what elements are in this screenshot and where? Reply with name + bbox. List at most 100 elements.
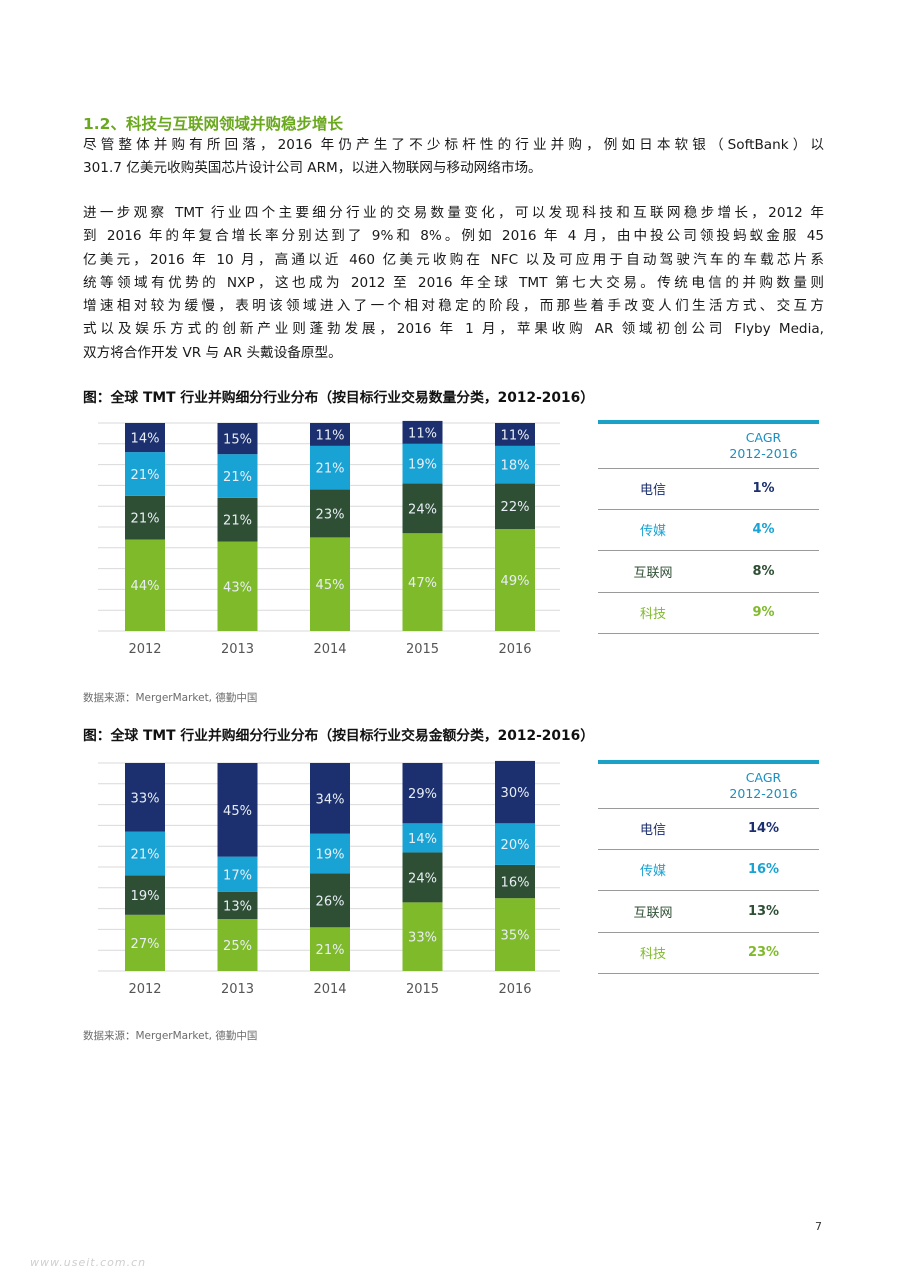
paragraph-line: 亿美元，2016 年 10 月，高通以近 460 亿美元收购在 NFC 以及可应… [83,251,824,268]
x-tick-label: 2012 [128,982,161,997]
x-tick-label: 2014 [313,982,346,997]
bar-segment-科技 [310,537,350,631]
data-label: 17% [223,868,252,883]
data-source-note: 数据来源：MergerMarket, 德勤中国 [83,692,258,704]
x-tick-label: 2013 [221,982,254,997]
data-label: 21% [131,847,160,862]
data-label: 45% [223,804,252,819]
cagr-segment-label: 互联网 [633,565,673,581]
figure-title: 图：全球 TMT 行业并购细分行业分布（按目标行业交易金额分类，2012-201… [83,728,594,744]
data-label: 15% [223,433,252,448]
bar-segment-互联网 [217,891,258,919]
bar-segment-电信 [310,423,350,446]
bar-segment-互联网 [125,495,165,540]
cagr-segment-label: 科技 [639,607,666,623]
table-top-rule [598,760,819,764]
paragraph-line: 式以及娱乐方式的创新产业则蓬勃发展，2016 年 1 月，苹果收购 AR 领域初… [83,321,824,338]
cagr-value: 23% [747,945,780,961]
deal-value-stacked-bar-chart: 27% 19% 21% 33% 2012 25% 13% 17% 45% 2013 21% 26% 19… [98,760,562,1006]
cagr-row: 电信 14% [598,808,819,850]
data-label: 29% [408,787,437,802]
data-label: 24% [408,502,437,517]
paragraph-line: 到 2016 年的年复合增长率分别达到了 9%和 8%。例如 2016 年 4 … [83,228,824,245]
cagr-header-line: 2012-2016 [729,786,798,801]
data-label: 18% [501,459,530,474]
bar-segment-电信 [125,763,165,832]
intro-paragraph: 尽管整体并购有所回落，2016 年仍产生了不少标杆性的行业并购，例如日本软银（S… [83,134,824,181]
cagr-row: 互联网 8% [598,551,819,593]
data-label: 21% [316,943,345,958]
data-label: 44% [131,579,160,594]
data-label: 20% [501,838,530,853]
paragraph-line: 增速相对较为缓慢，表明该领域进入了一个相对稳定的阶段，而那些着手改变人们生活方式… [83,298,824,315]
x-tick-label: 2014 [313,642,346,657]
section-title: 1.2、科技与互联网领域并购稳步增长 [83,115,343,133]
data-label: 35% [501,929,530,944]
x-tick-label: 2013 [221,642,254,657]
x-tick-label: 2015 [406,642,439,657]
chart-svg: 27% 19% 21% 33% 2012 25% 13% 17% 45% 2013 21% 26% 19… [98,760,560,997]
cagr-header: CAGR 2012-2016 [598,764,819,808]
data-label: 21% [131,512,160,527]
paragraph-line: 统等领域有优势的 NXP，这也成为 2012 至 2016 年全球 TMT 第七… [83,274,824,291]
data-label: 14% [131,432,160,447]
cagr-row: 互联网 13% [598,891,819,933]
bar-segment-电信 [495,760,535,824]
cagr-value: 4% [752,522,775,538]
data-label: 33% [408,931,437,946]
data-label: 19% [131,889,160,904]
cagr-row: 传媒 4% [598,510,819,551]
bar-segment-电信 [402,763,443,824]
bar-segment-电信 [217,763,258,857]
x-tick-label: 2016 [498,982,531,997]
cagr-table: CAGR 2012-2016 电信 14% 传媒 16% 互联网 13% 科技 23% [598,760,819,974]
bar-segment-互联网 [495,864,535,899]
data-label: 30% [501,786,530,801]
data-label: 19% [316,847,345,862]
bar-segment-科技 [310,927,350,971]
figure-title: 图：全球 TMT 行业并购细分行业分布（按目标行业交易数量分类，2012-201… [83,390,594,406]
bar-segment-科技 [217,919,258,971]
cagr-table: CAGR 2012-2016 电信 1% 传媒 4% 互联网 8% 科技 9% [598,420,819,634]
x-tick-label: 2012 [128,642,161,657]
cagr-header-label: CAGR 2012-2016 [708,430,819,462]
bar-segment-科技 [402,533,443,631]
cagr-value: 14% [747,821,780,837]
cagr-value: 1% [752,481,775,497]
bar-segment-科技 [495,529,535,631]
data-label: 11% [316,428,345,443]
bar-segment-传媒 [125,452,165,496]
data-label: 16% [501,876,530,891]
cagr-value: 9% [752,605,775,621]
analysis-paragraph: 进一步观察 TMT 行业四个主要细分行业的交易数量变化，可以发现科技和互联网稳步… [83,202,824,365]
bar-segment-传媒 [217,454,258,498]
cagr-value: 13% [747,903,780,919]
cagr-segment-label: 电信 [639,483,666,499]
data-label: 21% [223,514,252,529]
data-label: 43% [223,580,252,595]
cagr-row: 科技 23% [598,933,819,974]
cagr-header: CAGR 2012-2016 [598,424,819,468]
bar-segment-互联网 [310,489,350,538]
cagr-header-line: 2012-2016 [729,446,798,461]
bar-segment-传媒 [402,443,443,484]
data-label: 45% [316,578,345,593]
bar-segment-科技 [495,898,535,971]
data-label: 19% [408,458,437,473]
cagr-segment-label: 互联网 [633,905,673,921]
data-source-note: 数据来源：MergerMarket, 德勤中国 [83,1030,258,1042]
page-number: 7 [815,1220,822,1233]
data-label: 14% [408,832,437,847]
bar-segment-传媒 [495,445,535,484]
data-label: 23% [316,507,345,522]
x-tick-label: 2016 [498,642,531,657]
bar-segment-科技 [125,539,165,631]
bar-segment-科技 [217,541,258,631]
table-top-rule [598,420,819,424]
data-label: 25% [223,939,252,954]
bar-segment-电信 [495,423,535,446]
paragraph-line: 双方将合作开发 VR 与 AR 头戴设备原型。 [83,344,342,361]
data-label: 26% [316,894,345,909]
bar-segment-传媒 [310,445,350,490]
